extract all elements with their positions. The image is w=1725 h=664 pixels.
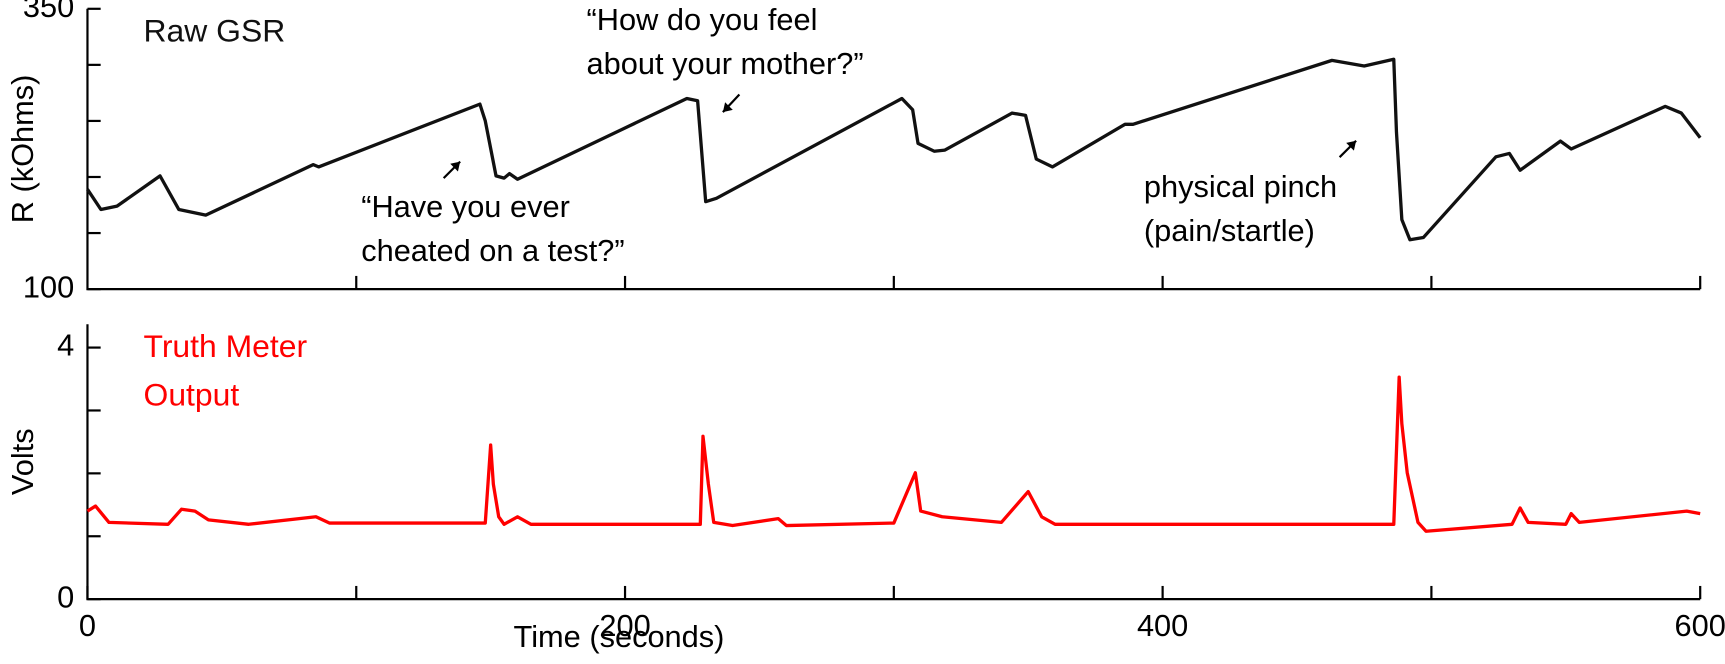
y-tick-label: 4	[57, 328, 74, 363]
annotations: “Have you ever cheated on a test?” “How …	[361, 2, 1357, 268]
x-tick-label: 200	[599, 608, 650, 643]
annotation: “How do you feel	[587, 2, 818, 37]
x-tick-label: 0	[79, 608, 96, 643]
annotation: physical pinch	[1144, 169, 1337, 204]
axes	[86, 324, 1701, 601]
data-line	[86, 57, 1702, 242]
y-tick-label: 350	[23, 0, 74, 24]
arrow-head	[722, 102, 733, 113]
annotation: (pain/startle)	[1144, 213, 1315, 248]
arrow-head	[1346, 140, 1357, 151]
axes	[86, 8, 1701, 291]
panel-title: Raw GSR	[144, 12, 286, 48]
data-line	[86, 375, 1701, 533]
y-tick-label: 0	[57, 579, 74, 614]
annotation: cheated on a test?”	[361, 233, 624, 268]
arrow-head	[450, 161, 461, 172]
panel-title: Truth Meter	[144, 328, 308, 364]
y-axis-label: Volts	[5, 428, 40, 495]
annotation: about your mother?”	[587, 46, 864, 81]
x-axis-label: Time (seconds)	[514, 619, 725, 654]
annotation: “Have you ever	[361, 189, 570, 224]
y-axis-label: R (kOhms)	[5, 75, 40, 224]
x-tick-label: 600	[1675, 608, 1725, 643]
panel-title: Output	[144, 376, 240, 412]
y-tick-label: 100	[23, 269, 74, 304]
x-tick-label: 400	[1137, 608, 1188, 643]
